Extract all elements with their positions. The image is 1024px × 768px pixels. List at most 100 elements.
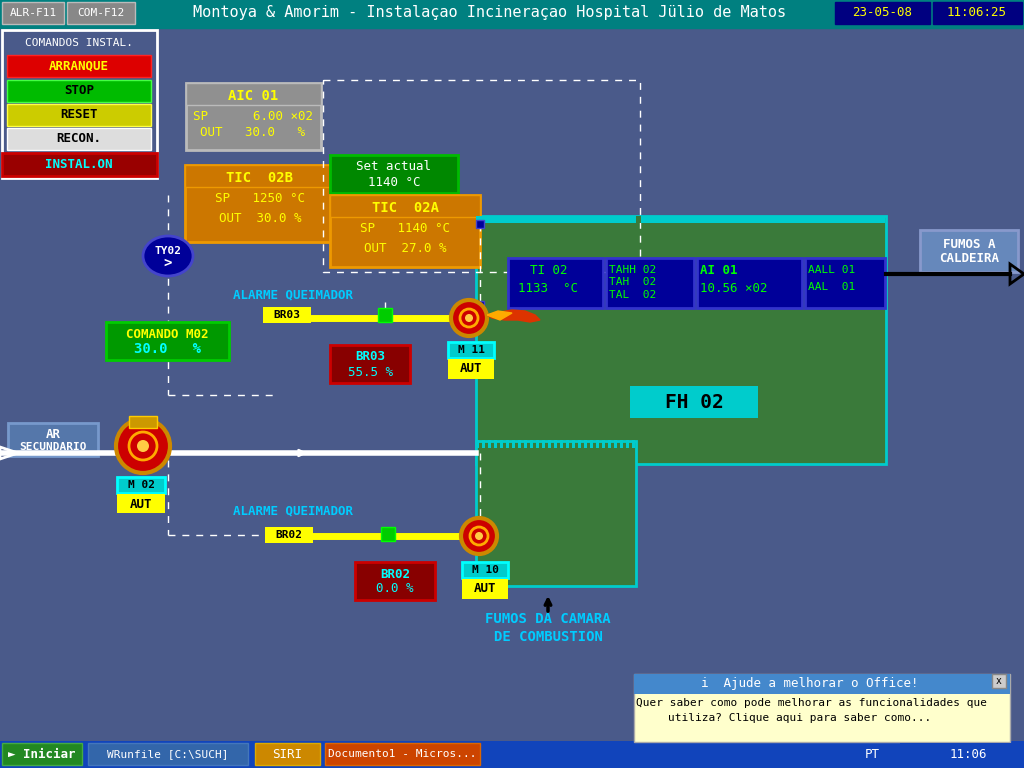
Text: COMANDO M02: COMANDO M02 [126, 327, 208, 340]
FancyBboxPatch shape [106, 322, 229, 360]
FancyBboxPatch shape [506, 440, 509, 448]
FancyBboxPatch shape [330, 195, 480, 267]
FancyBboxPatch shape [835, 2, 930, 24]
FancyBboxPatch shape [632, 440, 635, 448]
Text: SECUNDARIO: SECUNDARIO [19, 442, 87, 452]
FancyBboxPatch shape [548, 440, 551, 448]
FancyBboxPatch shape [263, 307, 311, 323]
FancyBboxPatch shape [0, 741, 1024, 768]
Text: COM-F12: COM-F12 [78, 8, 125, 18]
FancyBboxPatch shape [8, 423, 98, 456]
FancyBboxPatch shape [596, 440, 599, 448]
Polygon shape [487, 311, 512, 320]
FancyBboxPatch shape [67, 2, 135, 24]
Text: AIC 01: AIC 01 [228, 89, 279, 103]
Text: SP   1140 °C: SP 1140 °C [360, 221, 450, 234]
Text: TIC  02A: TIC 02A [372, 201, 438, 215]
Text: ALARME QUEIMADOR: ALARME QUEIMADOR [233, 505, 353, 518]
FancyBboxPatch shape [255, 743, 319, 765]
Text: CALDEIRA: CALDEIRA [939, 253, 999, 266]
Text: DE COMBUSTION: DE COMBUSTION [494, 630, 602, 644]
FancyBboxPatch shape [476, 220, 484, 228]
Text: 10.56 ×02: 10.56 ×02 [700, 283, 768, 296]
Text: AI 01: AI 01 [700, 263, 737, 276]
FancyBboxPatch shape [330, 345, 410, 383]
FancyBboxPatch shape [186, 83, 321, 150]
Text: ARRANQUE: ARRANQUE [49, 59, 109, 72]
FancyBboxPatch shape [88, 743, 248, 765]
Circle shape [465, 314, 473, 322]
FancyBboxPatch shape [630, 386, 758, 418]
FancyBboxPatch shape [542, 440, 545, 448]
FancyBboxPatch shape [530, 440, 534, 448]
Text: SIRI: SIRI [272, 747, 302, 760]
Circle shape [451, 300, 487, 336]
Text: RESET: RESET [60, 108, 97, 121]
Text: FUMOS DA CAMARA: FUMOS DA CAMARA [485, 612, 610, 626]
Text: INSTAL.ON: INSTAL.ON [45, 158, 113, 171]
Text: Set actual: Set actual [356, 161, 431, 174]
Text: FUMOS A: FUMOS A [943, 237, 995, 250]
FancyBboxPatch shape [626, 440, 629, 448]
Text: PT: PT [864, 747, 880, 760]
FancyBboxPatch shape [7, 128, 151, 150]
FancyBboxPatch shape [512, 440, 515, 448]
FancyBboxPatch shape [590, 440, 593, 448]
FancyBboxPatch shape [900, 743, 1020, 765]
FancyBboxPatch shape [7, 55, 151, 77]
FancyBboxPatch shape [325, 743, 480, 765]
FancyBboxPatch shape [482, 440, 485, 448]
FancyBboxPatch shape [634, 674, 1010, 694]
Circle shape [137, 440, 150, 452]
Text: AR: AR [45, 428, 60, 441]
Text: TI 02: TI 02 [530, 263, 567, 276]
Text: FH 02: FH 02 [665, 393, 723, 412]
FancyBboxPatch shape [933, 2, 1022, 24]
Text: WRunfile [C:\SUCH]: WRunfile [C:\SUCH] [108, 749, 228, 759]
FancyBboxPatch shape [330, 195, 480, 217]
FancyBboxPatch shape [476, 440, 479, 448]
Text: M 02: M 02 [128, 480, 155, 490]
Text: SP      6.00 ×02: SP 6.00 ×02 [193, 110, 313, 123]
FancyBboxPatch shape [614, 440, 617, 448]
FancyBboxPatch shape [524, 440, 527, 448]
Text: M 11: M 11 [458, 345, 484, 355]
Text: ALARME QUEIMADOR: ALARME QUEIMADOR [233, 289, 353, 302]
FancyBboxPatch shape [572, 440, 575, 448]
FancyBboxPatch shape [2, 153, 157, 176]
Text: ► Iniciar: ► Iniciar [8, 747, 76, 760]
FancyBboxPatch shape [0, 0, 1024, 28]
FancyBboxPatch shape [602, 440, 605, 448]
FancyBboxPatch shape [608, 440, 611, 448]
FancyBboxPatch shape [476, 216, 636, 223]
FancyBboxPatch shape [508, 258, 603, 308]
Text: COMANDOS INSTAL.: COMANDOS INSTAL. [25, 38, 133, 48]
FancyBboxPatch shape [129, 416, 157, 428]
Text: SP   1250 °C: SP 1250 °C [215, 193, 305, 206]
FancyBboxPatch shape [117, 477, 165, 493]
FancyBboxPatch shape [476, 301, 484, 309]
Text: TAHH 02: TAHH 02 [609, 265, 656, 275]
FancyBboxPatch shape [355, 562, 435, 600]
Text: utiliza? Clique aqui para saber como...: utiliza? Clique aqui para saber como... [669, 713, 932, 723]
FancyBboxPatch shape [449, 342, 494, 358]
Polygon shape [487, 310, 540, 322]
Text: 11:06:25: 11:06:25 [947, 6, 1007, 19]
Text: 11:06: 11:06 [949, 747, 987, 760]
FancyBboxPatch shape [185, 165, 335, 187]
Text: AUT: AUT [460, 362, 482, 376]
FancyBboxPatch shape [805, 258, 885, 308]
FancyBboxPatch shape [584, 440, 587, 448]
Text: i  Ajude a melhorar o Office!: i Ajude a melhorar o Office! [701, 677, 919, 690]
Text: 1140 °C: 1140 °C [368, 176, 420, 188]
Text: TAL  02: TAL 02 [609, 290, 656, 300]
Text: AALL 01: AALL 01 [808, 265, 855, 275]
Text: TY02: TY02 [155, 246, 181, 256]
Text: OUT   30.0   %: OUT 30.0 % [201, 127, 305, 140]
Ellipse shape [143, 236, 193, 276]
Text: 1133  °C: 1133 °C [518, 283, 578, 296]
FancyBboxPatch shape [518, 440, 521, 448]
FancyBboxPatch shape [449, 359, 494, 379]
FancyBboxPatch shape [494, 440, 497, 448]
Text: Documento1 - Micros...: Documento1 - Micros... [328, 749, 476, 759]
